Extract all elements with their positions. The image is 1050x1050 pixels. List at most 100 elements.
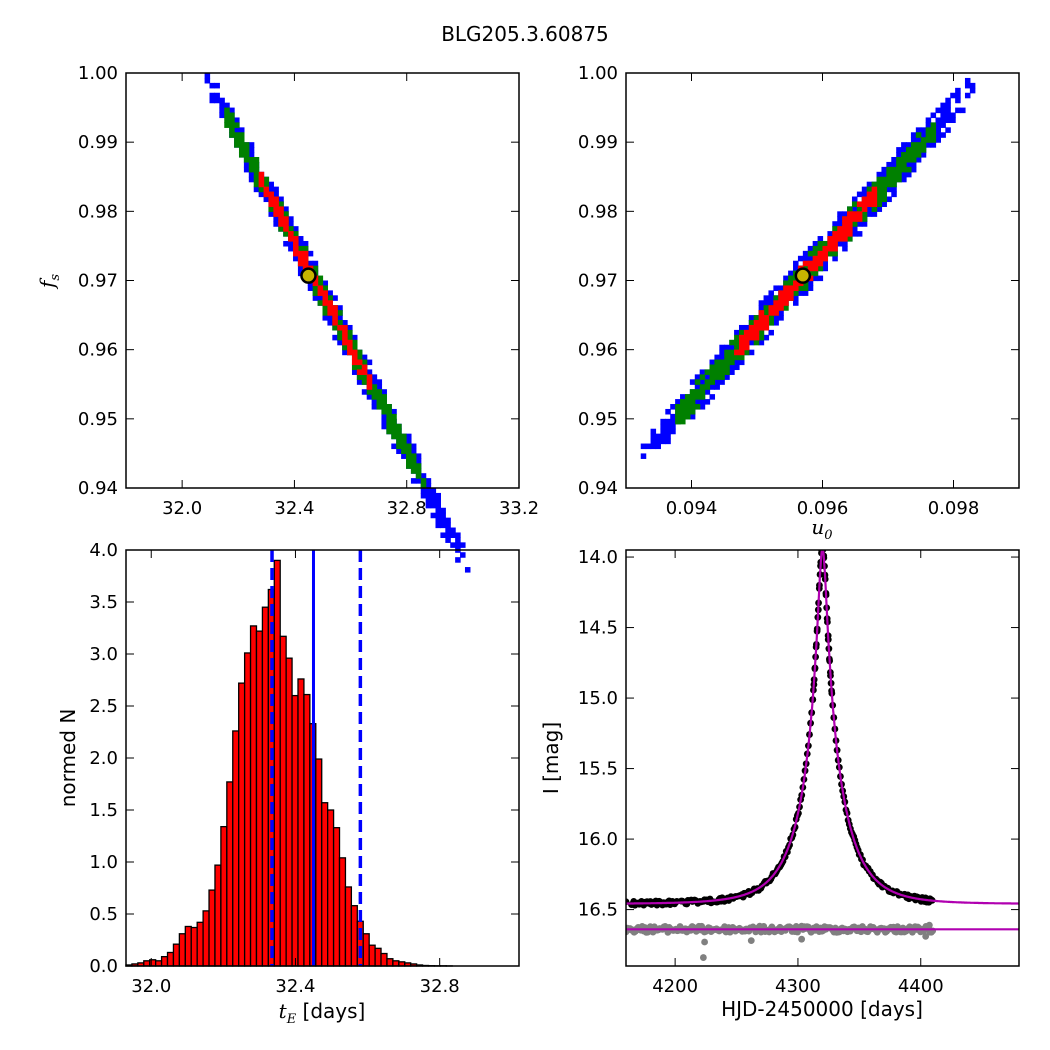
u0-fs-density-cell xyxy=(680,413,686,420)
u0-fs-density-cell xyxy=(901,161,907,168)
u0-fs-density-cell xyxy=(743,329,750,336)
te-fs-density-cell xyxy=(381,399,387,405)
u0-fs-density-cell xyxy=(665,428,671,435)
u0-fs-density-cell xyxy=(901,147,907,153)
te-fs-density-cell xyxy=(327,300,333,306)
te-fs-density-cell xyxy=(209,92,216,99)
te-fs-density-cell xyxy=(293,236,299,242)
u0-fs-density-cell xyxy=(832,236,838,242)
u0-fs-density-cell xyxy=(842,211,848,217)
te-fs-density-cell xyxy=(356,349,363,356)
u0-fs-density-cell xyxy=(837,231,843,237)
u0-fs-density-cell xyxy=(822,245,829,252)
te-fs-density-cell xyxy=(342,324,348,331)
te-fs-density-cell xyxy=(410,478,417,484)
u0-fs-density-cell xyxy=(704,379,711,385)
u0-fs-density-cell xyxy=(901,166,907,173)
u0-fs-density-cell xyxy=(773,310,779,316)
u0-fs-density-cell xyxy=(768,310,774,316)
u0-fs-density-cell xyxy=(827,240,833,247)
te-fs-ytick-label: 0.95 xyxy=(78,409,118,430)
u0-fs-density-cell xyxy=(915,137,922,143)
u0-fs-density-cell xyxy=(650,443,657,450)
u0-fs-density-cell xyxy=(773,285,779,291)
te-fs-density-cell xyxy=(361,364,368,371)
u0-fs-density-cell xyxy=(925,137,932,143)
te-fs-density-cell xyxy=(273,206,279,212)
te-fs-density-cell xyxy=(351,339,358,346)
histogram-bar xyxy=(255,630,264,967)
te-fs-density-cell xyxy=(342,349,348,356)
u0-fs-density-cell xyxy=(719,359,725,366)
te-fs-density-cell xyxy=(288,221,294,227)
te-fs-density-cell xyxy=(386,423,392,430)
u0-fs-density-cell xyxy=(689,379,696,385)
te-fs-density-cell xyxy=(234,117,240,124)
u0-fs-density-cell xyxy=(969,82,976,89)
u0-fs-density-cell xyxy=(920,132,927,138)
u0-fs-density-cell xyxy=(719,344,725,351)
u0-fs-density-cell xyxy=(940,107,946,114)
u0-fs-density-cell xyxy=(881,196,887,203)
u0-fs-density-cell xyxy=(886,186,892,193)
u0-fs-density-cell xyxy=(906,156,912,163)
te-fs-density-cell xyxy=(307,260,314,267)
u0-fs-density-cell xyxy=(861,216,868,222)
u0-fs-density-cell xyxy=(832,240,838,247)
u0-fs-density-cell xyxy=(876,181,883,188)
te-fs-density-cell xyxy=(381,423,387,430)
te-fs-xtick-label: 32.8 xyxy=(387,498,427,519)
u0-fs-density-cell xyxy=(793,300,799,306)
u0-fs-density-cell xyxy=(714,369,720,375)
te-fs-density-cell xyxy=(307,285,314,291)
u0-fs-density-cell xyxy=(847,206,853,212)
te-fs-density-cell xyxy=(410,463,417,469)
u0-fs-density-cell xyxy=(935,127,941,133)
u0-fs-density-cell xyxy=(940,102,946,109)
histogram-bar xyxy=(344,886,353,967)
u0-fs-density-cell xyxy=(729,354,735,361)
u0-fs-density-cell xyxy=(817,275,824,282)
u0-fs-density-cell xyxy=(802,250,809,257)
u0-fs-density-cell xyxy=(724,364,730,371)
u0-fs-density-cell xyxy=(763,315,770,321)
u0-fs-density-cell xyxy=(783,305,789,311)
te-fs-density-cell xyxy=(288,240,294,247)
te-fs-density-cell xyxy=(351,369,358,375)
residual-point xyxy=(701,938,708,946)
te-fs-density-cell xyxy=(297,245,304,252)
u0-fs-density-cell xyxy=(734,364,740,371)
u0-fs-density-cell xyxy=(734,334,740,341)
u0-fs-density-cell xyxy=(930,137,937,143)
te-fs-density-cell xyxy=(366,359,373,366)
te-histogram-ytick-label: 3.0 xyxy=(89,644,118,665)
te-fs-density-cell xyxy=(243,152,250,158)
u0-fs-density-cell xyxy=(738,354,745,361)
te-fs-density-cell xyxy=(243,166,250,173)
u0-fs-density-cell xyxy=(719,364,725,371)
te-fs-density-cell xyxy=(415,473,422,479)
u0-fs-density-cell xyxy=(778,305,784,311)
u0-fs-density-cell xyxy=(920,152,927,158)
histogram-bar xyxy=(196,921,204,967)
te-histogram-ytick-label: 0.0 xyxy=(89,956,118,977)
u0-fs-density-cell xyxy=(719,374,725,380)
te-fs-density-cell xyxy=(366,389,373,395)
u0-fs-density-cell xyxy=(788,285,794,291)
u0-fs-density-cell xyxy=(773,315,779,321)
te-fs-density-cell xyxy=(356,379,363,385)
u0-fs-density-cell xyxy=(729,369,735,375)
u0-fs-density-cell xyxy=(851,196,858,203)
te-fs-density-cell xyxy=(268,211,274,217)
u0-fs-density-cell xyxy=(738,329,745,336)
te-fs-density-cell xyxy=(391,413,397,420)
u0-fs-density-cell xyxy=(758,324,765,331)
u0-fs-density-cell xyxy=(910,132,917,138)
te-fs-density-cell xyxy=(288,216,294,222)
u0-fs-density-cell xyxy=(783,275,789,282)
u0-fs-density-cell xyxy=(842,221,848,227)
te-histogram-ylabel: normed N xyxy=(56,709,80,808)
te-fs-density-cell xyxy=(302,255,309,262)
te-fs-density-cell xyxy=(361,354,368,361)
te-fs-density-cell xyxy=(219,102,225,109)
